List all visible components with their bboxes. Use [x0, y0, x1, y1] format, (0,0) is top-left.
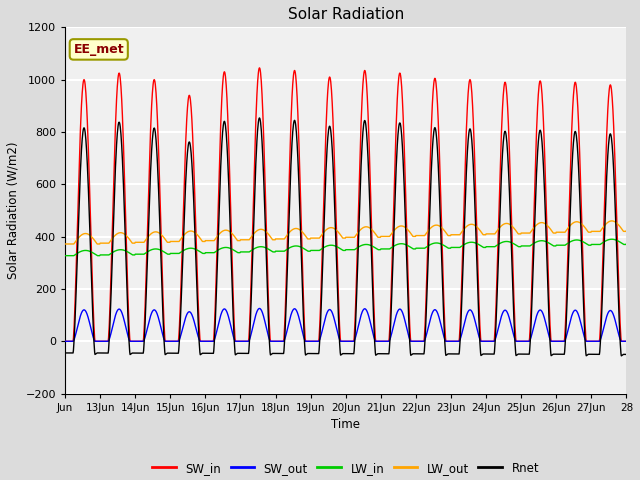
Legend: SW_in, SW_out, LW_in, LW_out, Rnet: SW_in, SW_out, LW_in, LW_out, Rnet — [148, 457, 544, 479]
Text: EE_met: EE_met — [74, 43, 124, 56]
X-axis label: Time: Time — [332, 418, 360, 431]
Title: Solar Radiation: Solar Radiation — [287, 7, 404, 22]
Y-axis label: Solar Radiation (W/m2): Solar Radiation (W/m2) — [7, 142, 20, 279]
